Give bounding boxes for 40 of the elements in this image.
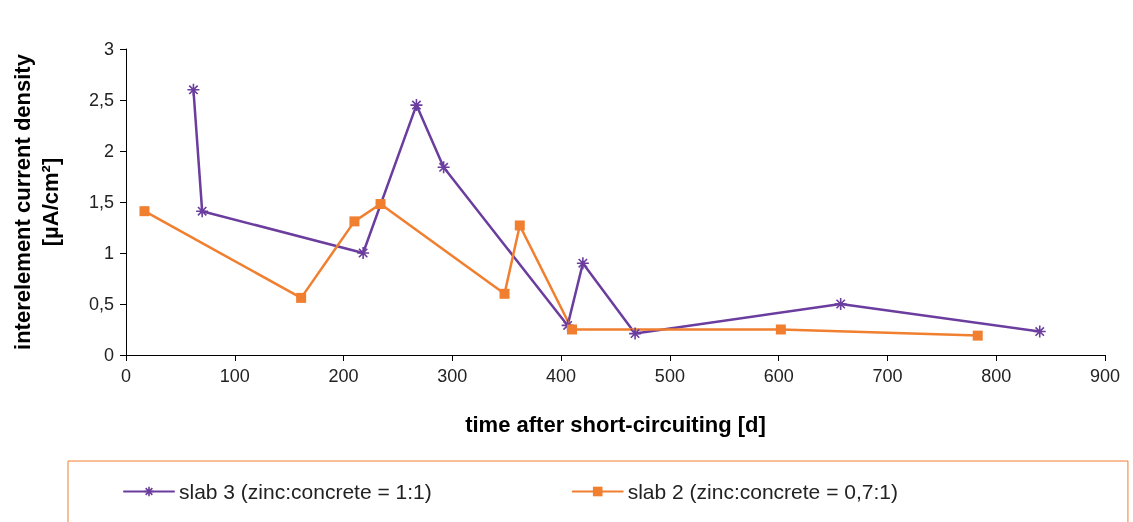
point	[566, 324, 577, 335]
point	[833, 297, 848, 311]
point	[560, 318, 575, 333]
point	[576, 256, 590, 270]
point	[499, 288, 510, 299]
point	[356, 246, 370, 260]
point	[186, 83, 201, 97]
point	[349, 216, 360, 227]
y-tick-label: 2,5	[88, 90, 114, 110]
point	[775, 324, 786, 335]
legend-label: slab 2 (zinc:concrete = 0,7:1)	[627, 480, 898, 503]
point	[195, 204, 209, 218]
x-tick-label: 100	[219, 366, 250, 386]
x-tick-label: 700	[872, 366, 903, 386]
point	[436, 160, 451, 175]
x-axis-title: time after short-circuiting [d]	[465, 411, 766, 437]
x-tick-label: 900	[1089, 366, 1121, 386]
y-tick-label: 2	[103, 141, 114, 161]
point	[628, 326, 642, 341]
x-tick-label: 0	[120, 366, 132, 386]
y-tick-label: 3	[103, 39, 114, 59]
y-tick-label: 1,5	[88, 192, 114, 212]
point	[375, 199, 386, 210]
point	[972, 330, 983, 341]
point	[1032, 324, 1047, 339]
y-axis-title: interelement current density [µA/cm²]	[9, 53, 63, 350]
y-tick-label: 1	[103, 243, 114, 263]
x-tick-label: 400	[546, 366, 577, 386]
point	[139, 206, 150, 217]
point	[514, 220, 525, 231]
x-tick-label: 800	[981, 366, 1012, 386]
x-tick-label: 200	[328, 366, 359, 386]
legend-label: slab 3 (zinc:concrete = 1:1)	[179, 480, 432, 503]
point	[409, 98, 424, 112]
x-tick-label: 600	[763, 366, 794, 386]
y-tick-label: 0,5	[88, 294, 114, 314]
point	[296, 292, 307, 303]
x-tick-label: 500	[654, 366, 685, 386]
x-tick-label: 300	[437, 366, 468, 386]
y-tick-label: 0	[103, 345, 114, 365]
